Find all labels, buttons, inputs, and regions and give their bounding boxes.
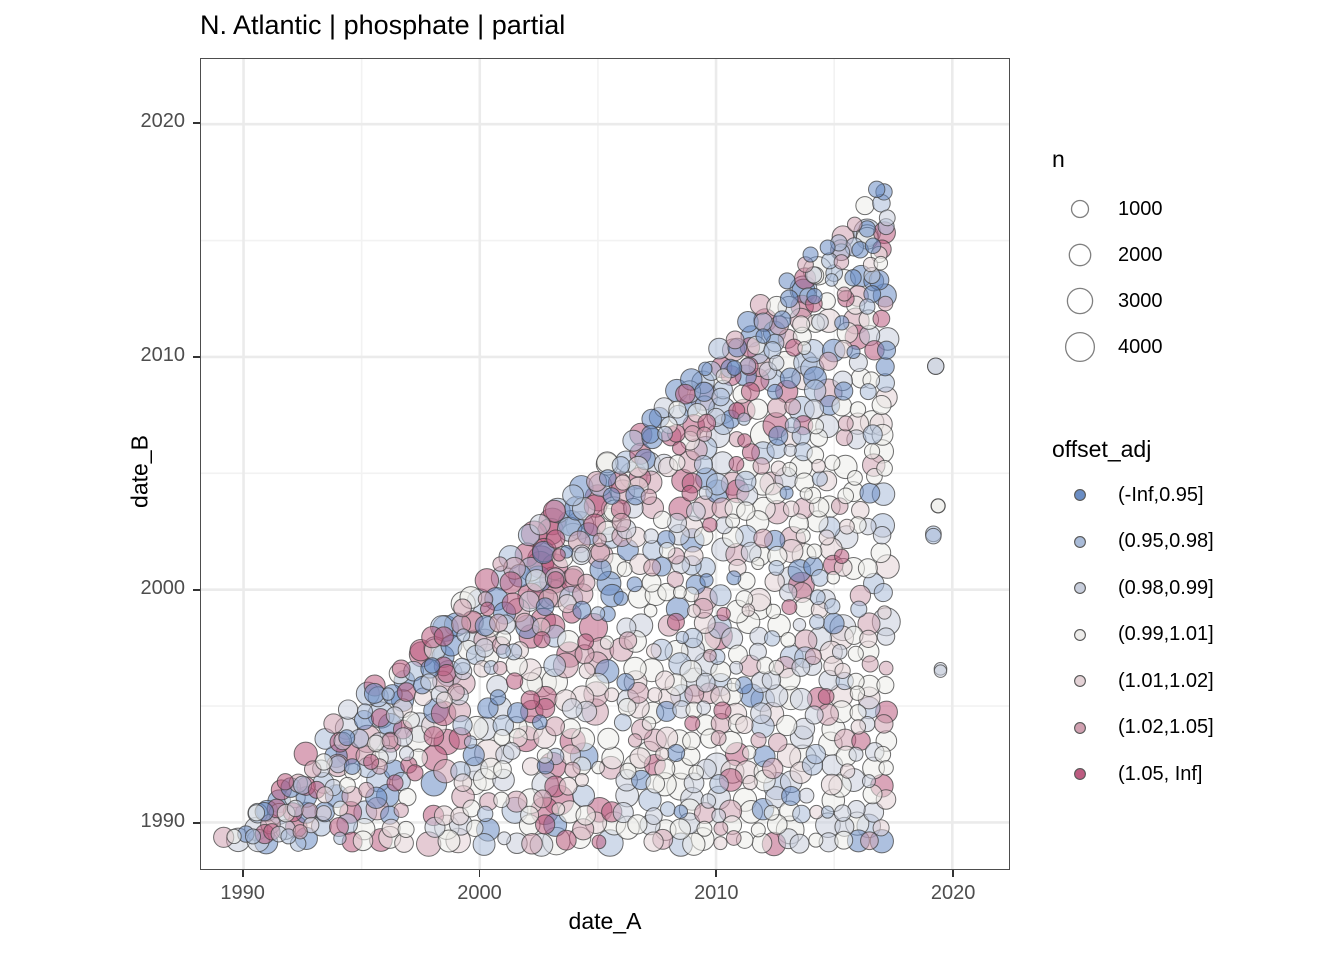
color-legend-item-4[interactable]: (1.01,1.02] xyxy=(1052,658,1322,704)
color-legend-item-2[interactable]: (0.98,0.99] xyxy=(1052,565,1322,611)
color-legend-label: (-Inf,0.95] xyxy=(1118,483,1204,506)
color-legend-title: offset_adj xyxy=(1052,436,1152,462)
y-tick-mark xyxy=(193,355,200,358)
y-tick-label-2010: 2010 xyxy=(140,343,186,366)
size-legend-item-1000[interactable]: 1000 xyxy=(1052,186,1322,232)
color-legend-circle-icon xyxy=(1052,704,1108,751)
color-legend-circle-icon xyxy=(1052,658,1108,704)
size-legend-circle-icon xyxy=(1052,324,1108,370)
color-legend-item-3[interactable]: (0.99,1.01] xyxy=(1052,611,1322,658)
x-tick-label-2010: 2010 xyxy=(694,882,739,904)
x-tick-label-2000: 2000 xyxy=(457,882,502,904)
color-legend-circle-icon xyxy=(1052,472,1108,518)
legend-area: n 1000 2000 3000 4000 offset_adj (-Inf,0.95… xyxy=(1040,58,1330,870)
x-tick-mark xyxy=(715,870,718,877)
y-axis-title: date_B xyxy=(126,435,153,508)
page-title: N. Atlantic | phosphate | partial xyxy=(200,10,566,40)
x-tick-label-1990: 1990 xyxy=(220,882,265,904)
color-legend-circle-icon xyxy=(1052,518,1108,565)
color-legend-circle-icon xyxy=(1052,611,1108,658)
y-tick-label-1990: 1990 xyxy=(140,810,186,833)
size-legend-item-4000[interactable]: 4000 xyxy=(1052,324,1322,370)
color-legend-circle-icon xyxy=(1052,565,1108,611)
size-legend-circle-icon xyxy=(1052,278,1108,324)
color-legend-circle-icon xyxy=(1052,751,1108,797)
size-legend-label: 4000 xyxy=(1118,335,1163,358)
color-legend-label: (0.98,0.99] xyxy=(1118,576,1214,599)
x-tick-mark xyxy=(952,870,955,877)
x-tick-mark xyxy=(241,870,244,877)
color-legend-label: (1.05, Inf] xyxy=(1118,762,1203,785)
size-legend-item-2000[interactable]: 2000 xyxy=(1052,232,1322,278)
size-legend-circle-icon xyxy=(1052,232,1108,278)
color-legend-label: (1.02,1.05] xyxy=(1118,716,1214,738)
y-tick-label-2000: 2000 xyxy=(140,577,186,599)
color-legend-item-6[interactable]: (1.05, Inf] xyxy=(1052,751,1322,797)
color-legend-item-0[interactable]: (-Inf,0.95] xyxy=(1052,472,1322,518)
size-legend-circle-icon xyxy=(1052,186,1108,232)
size-legend-label: 2000 xyxy=(1118,243,1163,266)
y-tick-mark xyxy=(193,822,200,825)
y-tick-mark xyxy=(193,122,200,125)
color-legend-item-1[interactable]: (0.95,0.98] xyxy=(1052,518,1322,565)
x-axis-title: date_A xyxy=(568,908,642,934)
size-legend-title: n xyxy=(1052,146,1065,172)
color-legend-label: (0.99,1.01] xyxy=(1118,623,1214,645)
size-legend-label: 3000 xyxy=(1118,289,1163,312)
y-tick-mark xyxy=(193,589,200,591)
scatter-points-layer[interactable] xyxy=(201,59,1009,869)
size-legend-label: 1000 xyxy=(1118,197,1163,220)
y-tick-label-2020: 2020 xyxy=(140,110,186,133)
x-tick-mark xyxy=(478,870,481,877)
color-legend-item-5[interactable]: (1.02,1.05] xyxy=(1052,704,1322,751)
size-legend-item-3000[interactable]: 3000 xyxy=(1052,278,1322,324)
color-legend-label: (0.95,0.98] xyxy=(1118,530,1214,552)
color-legend-label: (1.01,1.02] xyxy=(1118,669,1214,692)
x-tick-label-2020: 2020 xyxy=(930,882,976,904)
plot-panel[interactable] xyxy=(200,58,1010,870)
